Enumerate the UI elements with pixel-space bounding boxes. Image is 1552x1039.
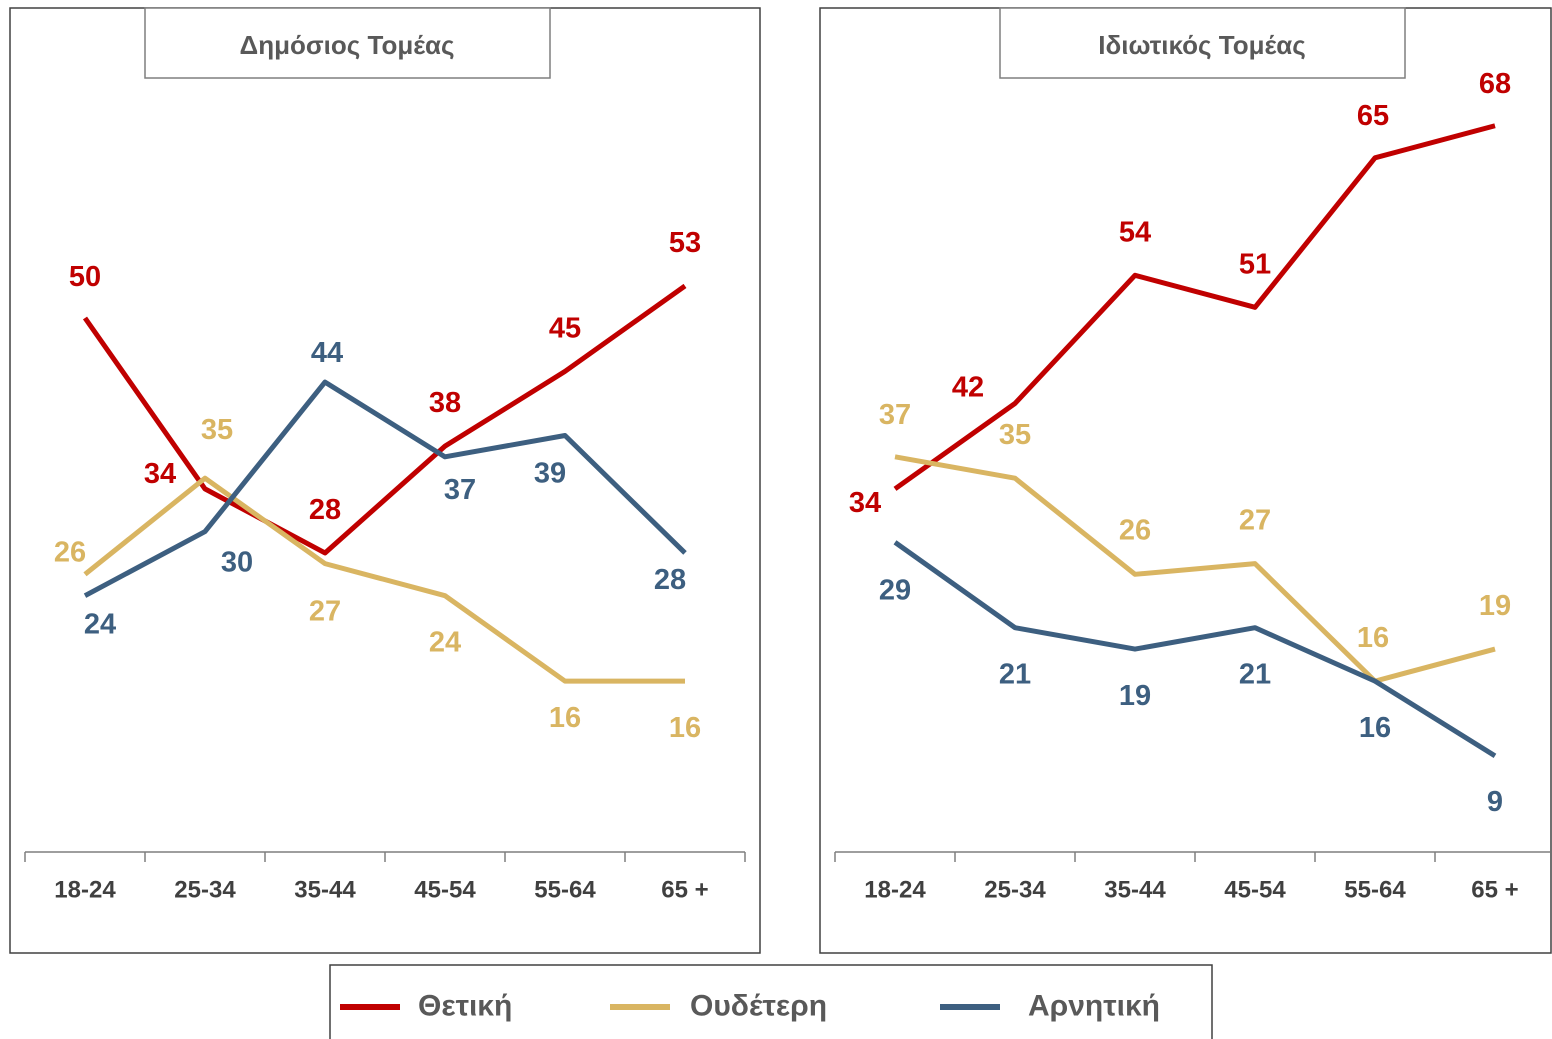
data-label: 34 — [144, 458, 176, 490]
x-tick-label: 25-34 — [174, 877, 236, 904]
data-label: 26 — [1119, 514, 1151, 546]
data-label: 26 — [54, 536, 86, 568]
chart-title: Δημόσιος Τομέας — [240, 30, 455, 60]
x-tick-label: 55-64 — [534, 877, 596, 904]
panel-frame — [819, 7, 1552, 954]
legend-label: Αρνητική — [1028, 990, 1160, 1023]
data-label: 16 — [1359, 712, 1391, 744]
series-line — [893, 540, 1497, 759]
data-label: 28 — [309, 494, 341, 526]
data-label: 38 — [429, 387, 461, 419]
x-tick-label: 55-64 — [1344, 877, 1406, 904]
data-label: 16 — [549, 702, 581, 734]
chart-title: Ιδιωτικός Τομέας — [1098, 30, 1306, 60]
data-label: 19 — [1119, 680, 1151, 712]
data-label: 44 — [311, 337, 343, 369]
data-label: 21 — [999, 659, 1031, 691]
panel-frame — [9, 7, 761, 954]
data-label: 68 — [1479, 68, 1511, 100]
title-box — [999, 7, 1406, 79]
x-tick-label: 18-24 — [864, 877, 926, 904]
x-tick-label: 65 + — [1471, 877, 1518, 904]
data-label: 24 — [429, 627, 461, 659]
series-line — [893, 123, 1496, 491]
data-label: 51 — [1239, 248, 1271, 280]
data-label: 34 — [849, 487, 881, 519]
data-label: 39 — [534, 457, 566, 489]
x-tick-label: 35-44 — [294, 877, 356, 904]
data-label: 35 — [999, 419, 1031, 451]
x-tick-label: 45-54 — [414, 877, 476, 904]
data-label: 37 — [444, 474, 476, 506]
data-label: 35 — [201, 414, 233, 446]
x-tick-label: 25-34 — [984, 877, 1046, 904]
data-label: 21 — [1239, 659, 1271, 691]
data-label: 16 — [669, 712, 701, 744]
series-line — [83, 475, 685, 684]
data-label: 50 — [69, 261, 101, 293]
data-label: 28 — [654, 564, 686, 596]
x-tick-label: 45-54 — [1224, 877, 1286, 904]
series-line — [83, 379, 687, 598]
legend-label: Θετική — [418, 990, 512, 1023]
data-label: 24 — [84, 609, 116, 641]
data-label: 54 — [1119, 216, 1151, 248]
x-tick-label: 35-44 — [1104, 877, 1166, 904]
data-label: 29 — [879, 574, 911, 606]
data-label: 37 — [879, 399, 911, 431]
title-box — [144, 7, 551, 79]
data-label: 53 — [669, 227, 701, 259]
series-line — [82, 283, 687, 556]
x-tick-label: 18-24 — [54, 877, 116, 904]
data-label: 27 — [309, 596, 341, 628]
data-label: 42 — [952, 371, 984, 403]
data-label: 16 — [1357, 622, 1389, 654]
data-label: 65 — [1357, 100, 1389, 132]
legend-label: Ουδέτερη — [690, 990, 827, 1023]
x-tick-label: 65 + — [661, 877, 708, 904]
data-label: 45 — [549, 312, 581, 344]
data-label: 30 — [221, 547, 253, 579]
data-label: 27 — [1239, 505, 1271, 537]
data-label: 9 — [1487, 786, 1503, 818]
series-line — [894, 454, 1496, 684]
data-label: 19 — [1479, 590, 1511, 622]
legend-box — [329, 964, 1213, 1039]
